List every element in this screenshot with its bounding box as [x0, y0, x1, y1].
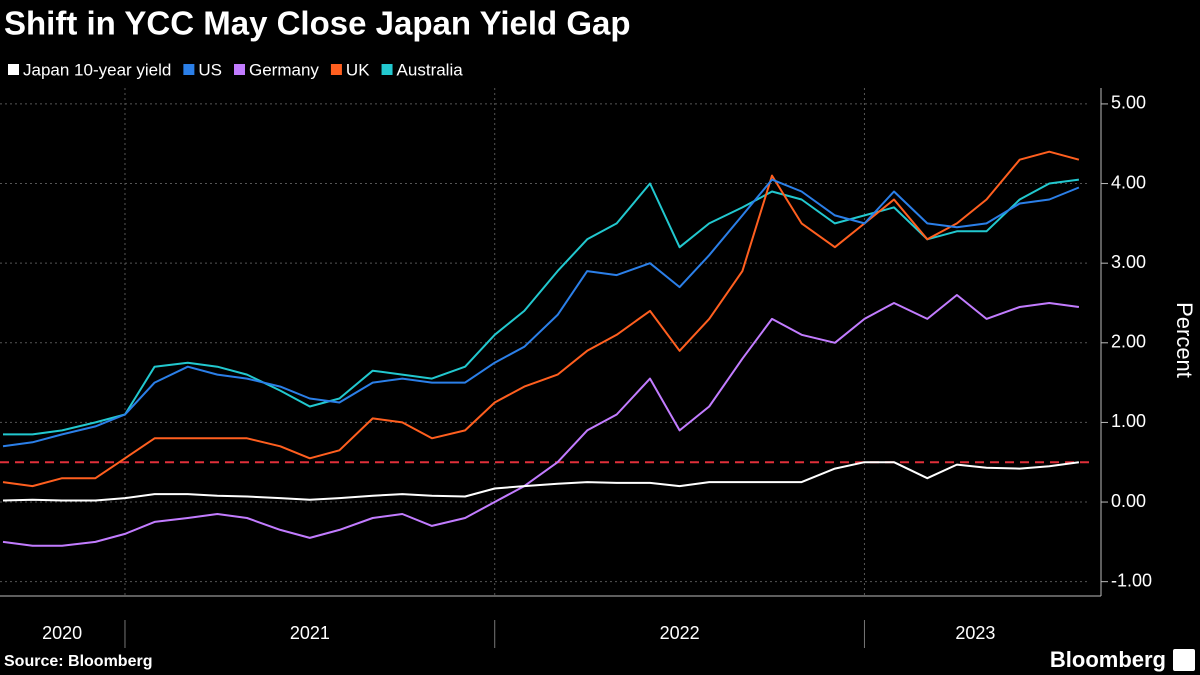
series-line [2, 178, 1080, 448]
y-tick-label: 0.00 [1111, 491, 1146, 511]
series-line [2, 150, 1080, 488]
x-tick-label: 2022 [660, 623, 700, 643]
y-tick-label: 5.00 [1111, 93, 1146, 113]
x-tick-label: 2023 [955, 623, 995, 643]
legend-swatch [381, 64, 393, 75]
legend-swatch [183, 64, 195, 75]
brand-icon [1173, 649, 1195, 671]
series-line [3, 178, 1080, 436]
chart-title: Shift in YCC May Close Japan Yield Gap [4, 5, 631, 42]
y-tick-label: 4.00 [1111, 172, 1146, 192]
legend-label: UK [346, 60, 370, 79]
y-tick-label: -1.00 [1111, 570, 1152, 590]
brand: Bloomberg [1050, 647, 1166, 672]
legend-label: Germany [249, 60, 319, 79]
x-tick-label: 2021 [290, 623, 330, 643]
y-tick-label: 3.00 [1111, 252, 1146, 272]
legend-label: US [198, 60, 222, 79]
y-tick-label: 1.00 [1111, 411, 1146, 431]
legend-swatch [330, 64, 342, 75]
legend-swatch [234, 64, 245, 75]
y-axis-title: Percent [1172, 302, 1197, 378]
series-line [2, 294, 1080, 547]
x-tick-label: 2020 [42, 623, 82, 643]
series-line [2, 461, 1080, 502]
y-tick-label: 2.00 [1111, 332, 1146, 352]
legend-label: Australia [397, 60, 464, 79]
legend-swatch [8, 64, 19, 75]
source: Source: Bloomberg [4, 653, 152, 670]
legend-label: Japan 10-year yield [23, 60, 171, 79]
